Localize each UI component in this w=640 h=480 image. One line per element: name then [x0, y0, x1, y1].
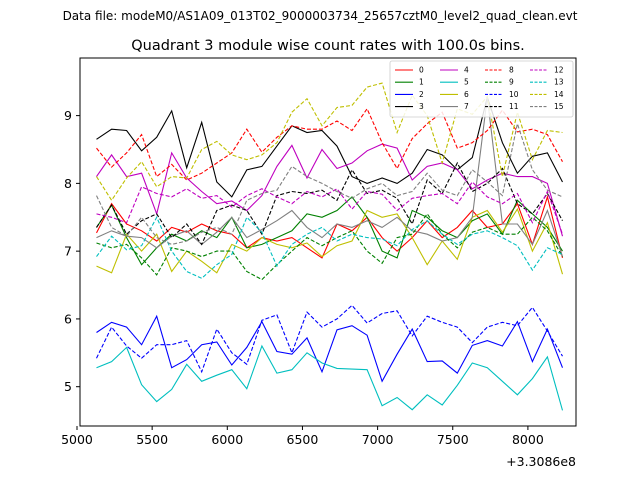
legend-label-5: 5 — [464, 78, 469, 87]
legend-label-14: 14 — [554, 90, 564, 99]
y-axis: 5 6 7 8 9 — [64, 108, 80, 394]
series-line-0 — [96, 194, 564, 259]
legend-label-15: 15 — [554, 102, 564, 111]
legend-box — [389, 60, 574, 118]
series-line-5 — [96, 344, 564, 411]
series-line-6 — [96, 207, 564, 275]
y-tick-label: 9 — [64, 108, 72, 123]
legend-label-4: 4 — [464, 66, 469, 75]
chart-suptitle: Data file: modeM0/AS1A09_013T02_90000037… — [63, 9, 578, 23]
y-tick-label: 6 — [64, 311, 72, 326]
legend-label-9: 9 — [509, 78, 514, 87]
series-line-13 — [96, 216, 563, 279]
legend-label-11: 11 — [509, 102, 519, 111]
series-line-12 — [96, 181, 564, 235]
legend-label-13: 13 — [554, 78, 564, 87]
series-layer — [96, 82, 564, 411]
legend-label-12: 12 — [554, 66, 564, 75]
legend-label-7: 7 — [464, 102, 469, 111]
series-line-4 — [96, 143, 564, 237]
legend-label-3: 3 — [419, 102, 424, 111]
x-tick-label: 6000 — [211, 432, 243, 447]
x-tick-label: 8000 — [512, 432, 544, 447]
series-line-11 — [96, 161, 563, 246]
x-tick-label: 6500 — [287, 432, 319, 447]
plot-frame — [79, 57, 577, 427]
x-tick-label: 5000 — [61, 432, 93, 447]
x-offset-label: +3.3086e8 — [506, 454, 576, 469]
legend-label-1: 1 — [419, 78, 424, 87]
legend-label-6: 6 — [464, 90, 469, 99]
legend-label-2: 2 — [419, 90, 424, 99]
series-line-15 — [96, 121, 563, 245]
y-tick-label: 5 — [64, 379, 72, 394]
series-line-9 — [96, 212, 563, 281]
chart-title: Quadrant 3 module wise count rates with … — [131, 38, 525, 54]
legend-label-8: 8 — [509, 66, 514, 75]
y-tick-label: 7 — [64, 244, 72, 259]
x-tick-label: 7500 — [437, 432, 469, 447]
series-line-2 — [96, 314, 564, 383]
x-tick-label: 5500 — [136, 432, 168, 447]
series-line-10 — [96, 304, 563, 374]
legend-label-0: 0 — [419, 66, 424, 75]
x-tick-label: 7000 — [362, 432, 394, 447]
x-axis: 5000 5500 6000 6500 7000 7500 8000 — [61, 426, 544, 447]
legend-label-10: 10 — [509, 90, 519, 99]
y-tick-label: 8 — [64, 176, 72, 191]
